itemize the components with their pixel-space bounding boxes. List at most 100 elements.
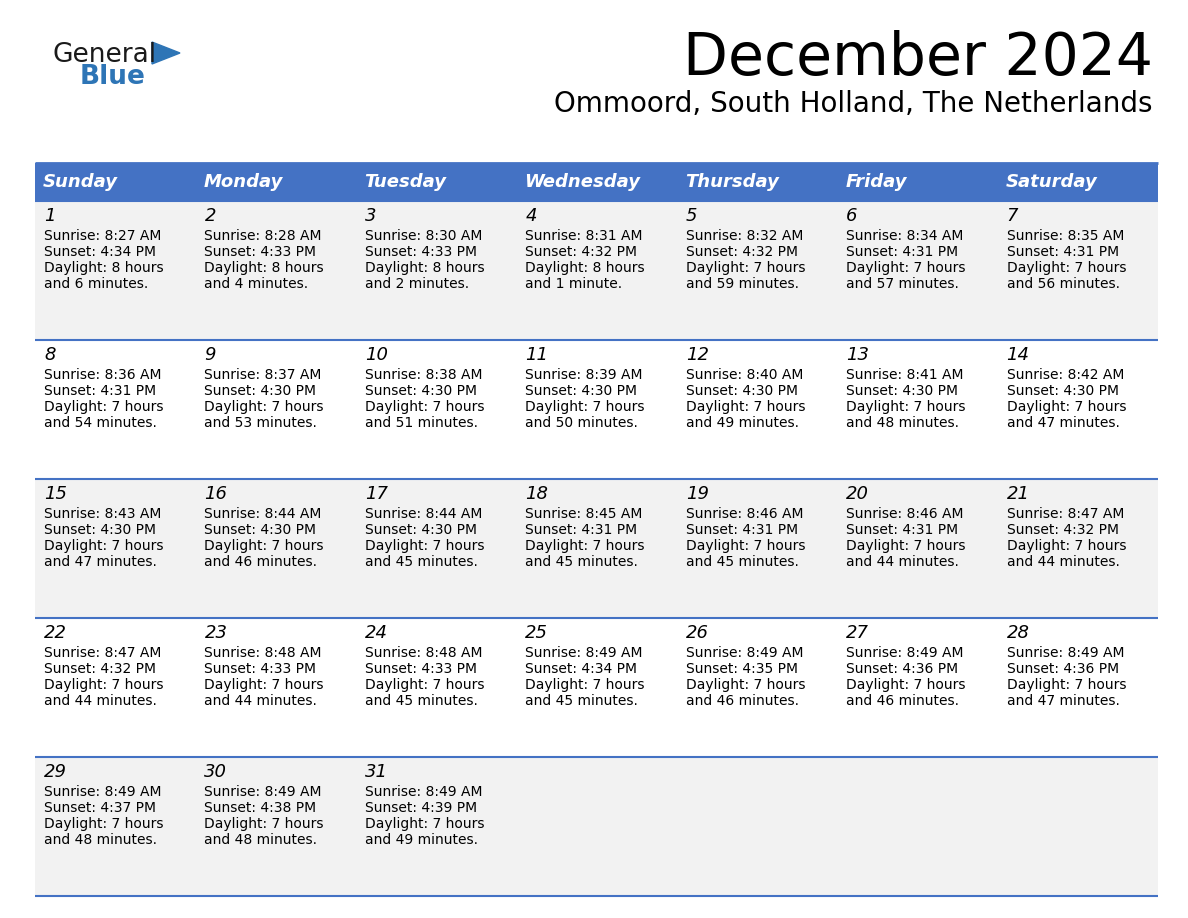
Text: Ommoord, South Holland, The Netherlands: Ommoord, South Holland, The Netherlands [555,90,1154,118]
Text: and 45 minutes.: and 45 minutes. [365,694,478,708]
Text: and 49 minutes.: and 49 minutes. [365,833,478,847]
Text: 11: 11 [525,346,549,364]
Text: Sunset: 4:36 PM: Sunset: 4:36 PM [846,662,959,676]
Text: 7: 7 [1006,207,1018,225]
Text: Sunset: 4:30 PM: Sunset: 4:30 PM [204,523,316,537]
Text: Sunset: 4:30 PM: Sunset: 4:30 PM [846,384,959,398]
Bar [356,201,517,340]
Text: 6: 6 [846,207,858,225]
Text: Sunset: 4:36 PM: Sunset: 4:36 PM [1006,662,1119,676]
Text: 29: 29 [44,763,67,781]
Text: Sunrise: 8:49 AM: Sunrise: 8:49 AM [365,785,482,799]
Text: and 51 minutes.: and 51 minutes. [365,416,478,430]
Text: Sunset: 4:31 PM: Sunset: 4:31 PM [846,523,959,537]
Text: 23: 23 [204,624,227,642]
Text: 19: 19 [685,485,709,503]
Text: Sunrise: 8:40 AM: Sunrise: 8:40 AM [685,368,803,382]
Text: Daylight: 7 hours: Daylight: 7 hours [44,539,164,553]
Text: 1: 1 [44,207,56,225]
Text: Sunrise: 8:49 AM: Sunrise: 8:49 AM [204,785,322,799]
Text: 16: 16 [204,485,227,503]
Text: and 44 minutes.: and 44 minutes. [204,694,317,708]
Bar [998,479,1158,618]
Text: Sunrise: 8:49 AM: Sunrise: 8:49 AM [525,646,643,660]
Bar [677,618,838,757]
Text: 31: 31 [365,763,387,781]
Text: Tuesday: Tuesday [364,173,446,191]
Text: and 6 minutes.: and 6 minutes. [44,277,148,291]
Bar [356,618,517,757]
Text: Sunset: 4:34 PM: Sunset: 4:34 PM [44,245,156,259]
Text: Daylight: 7 hours: Daylight: 7 hours [685,261,805,275]
Text: Sunset: 4:32 PM: Sunset: 4:32 PM [1006,523,1119,537]
Bar [34,618,196,757]
Text: Thursday: Thursday [684,173,778,191]
Text: and 45 minutes.: and 45 minutes. [525,694,638,708]
Text: Daylight: 7 hours: Daylight: 7 hours [525,539,645,553]
Text: Sunset: 4:31 PM: Sunset: 4:31 PM [525,523,638,537]
Text: Sunset: 4:30 PM: Sunset: 4:30 PM [685,384,797,398]
Text: Sunrise: 8:41 AM: Sunrise: 8:41 AM [846,368,963,382]
Text: 15: 15 [44,485,67,503]
Text: Daylight: 8 hours: Daylight: 8 hours [44,261,164,275]
Bar [838,479,998,618]
Text: 25: 25 [525,624,549,642]
Bar [356,163,517,201]
Text: Daylight: 7 hours: Daylight: 7 hours [44,678,164,692]
Text: Daylight: 8 hours: Daylight: 8 hours [365,261,485,275]
Text: Sunrise: 8:47 AM: Sunrise: 8:47 AM [1006,507,1124,521]
Bar [677,201,838,340]
Text: Wednesday: Wednesday [524,173,640,191]
Text: 22: 22 [44,624,67,642]
Text: 20: 20 [846,485,870,503]
Text: Daylight: 7 hours: Daylight: 7 hours [365,678,485,692]
Bar [838,757,998,896]
Bar [677,340,838,479]
Text: and 48 minutes.: and 48 minutes. [846,416,959,430]
Text: Sunset: 4:32 PM: Sunset: 4:32 PM [44,662,156,676]
Text: Sunset: 4:37 PM: Sunset: 4:37 PM [44,801,156,815]
Text: 28: 28 [1006,624,1030,642]
Text: General: General [52,42,156,68]
Text: and 54 minutes.: and 54 minutes. [44,416,157,430]
Text: Sunset: 4:31 PM: Sunset: 4:31 PM [846,245,959,259]
Text: Sunrise: 8:49 AM: Sunrise: 8:49 AM [846,646,963,660]
Text: 10: 10 [365,346,387,364]
Text: Daylight: 7 hours: Daylight: 7 hours [846,539,966,553]
Bar [356,340,517,479]
Text: Sunrise: 8:46 AM: Sunrise: 8:46 AM [846,507,963,521]
Text: Sunrise: 8:35 AM: Sunrise: 8:35 AM [1006,229,1124,243]
Text: Daylight: 7 hours: Daylight: 7 hours [846,678,966,692]
Bar [998,618,1158,757]
Text: and 1 minute.: and 1 minute. [525,277,623,291]
Text: Sunset: 4:30 PM: Sunset: 4:30 PM [1006,384,1119,398]
Text: Sunrise: 8:49 AM: Sunrise: 8:49 AM [44,785,162,799]
Text: Sunset: 4:32 PM: Sunset: 4:32 PM [685,245,797,259]
Text: Daylight: 7 hours: Daylight: 7 hours [204,678,324,692]
Bar [34,340,196,479]
Bar [34,757,196,896]
Text: Sunrise: 8:27 AM: Sunrise: 8:27 AM [44,229,162,243]
Text: Sunset: 4:30 PM: Sunset: 4:30 PM [44,523,156,537]
Text: and 46 minutes.: and 46 minutes. [685,694,798,708]
Bar [196,163,356,201]
Text: 5: 5 [685,207,697,225]
Text: Sunrise: 8:46 AM: Sunrise: 8:46 AM [685,507,803,521]
Text: and 2 minutes.: and 2 minutes. [365,277,469,291]
Text: 8: 8 [44,346,56,364]
Text: Daylight: 7 hours: Daylight: 7 hours [525,400,645,414]
Bar [998,757,1158,896]
Text: Sunrise: 8:43 AM: Sunrise: 8:43 AM [44,507,162,521]
Text: Daylight: 7 hours: Daylight: 7 hours [685,678,805,692]
Text: Sunset: 4:31 PM: Sunset: 4:31 PM [685,523,798,537]
Text: Sunset: 4:39 PM: Sunset: 4:39 PM [365,801,478,815]
Text: Sunrise: 8:30 AM: Sunrise: 8:30 AM [365,229,482,243]
Text: Sunset: 4:30 PM: Sunset: 4:30 PM [204,384,316,398]
Text: and 48 minutes.: and 48 minutes. [44,833,157,847]
Bar [517,163,677,201]
Bar [356,757,517,896]
Text: and 53 minutes.: and 53 minutes. [204,416,317,430]
Text: and 49 minutes.: and 49 minutes. [685,416,798,430]
Text: Sunrise: 8:48 AM: Sunrise: 8:48 AM [204,646,322,660]
Text: Sunrise: 8:47 AM: Sunrise: 8:47 AM [44,646,162,660]
